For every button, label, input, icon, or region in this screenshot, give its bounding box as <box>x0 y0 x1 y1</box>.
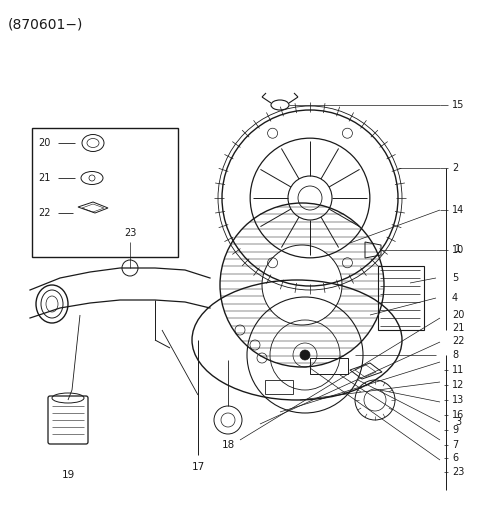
Text: 4: 4 <box>452 293 458 303</box>
Text: 11: 11 <box>452 365 464 375</box>
Text: 6: 6 <box>452 453 458 463</box>
Text: 19: 19 <box>61 470 74 480</box>
Text: 23: 23 <box>452 467 464 477</box>
Text: 21: 21 <box>452 323 464 333</box>
Text: 10: 10 <box>452 245 464 255</box>
Text: 8: 8 <box>452 350 458 360</box>
Text: (870601−): (870601−) <box>8 18 84 32</box>
Text: 12: 12 <box>452 380 464 390</box>
Bar <box>310 358 348 374</box>
Text: 22: 22 <box>452 336 465 346</box>
Text: 23: 23 <box>124 228 136 238</box>
Text: 21: 21 <box>38 173 50 183</box>
Text: 16: 16 <box>452 410 464 420</box>
Text: 2: 2 <box>452 163 458 173</box>
Text: 5: 5 <box>452 273 458 283</box>
Text: 7: 7 <box>452 440 458 450</box>
Text: 13: 13 <box>452 395 464 405</box>
Bar <box>32 128 178 257</box>
Text: 22: 22 <box>38 208 50 218</box>
Text: 20: 20 <box>452 310 464 320</box>
Text: 17: 17 <box>192 462 204 472</box>
Text: 1: 1 <box>455 244 461 254</box>
Text: 3: 3 <box>455 417 461 427</box>
Bar <box>378 266 424 330</box>
Text: 9: 9 <box>452 425 458 435</box>
Text: 18: 18 <box>221 440 235 450</box>
Text: 15: 15 <box>452 100 464 110</box>
Text: 14: 14 <box>452 205 464 215</box>
Text: 20: 20 <box>38 138 50 148</box>
Bar <box>265 380 293 394</box>
Circle shape <box>300 350 310 360</box>
